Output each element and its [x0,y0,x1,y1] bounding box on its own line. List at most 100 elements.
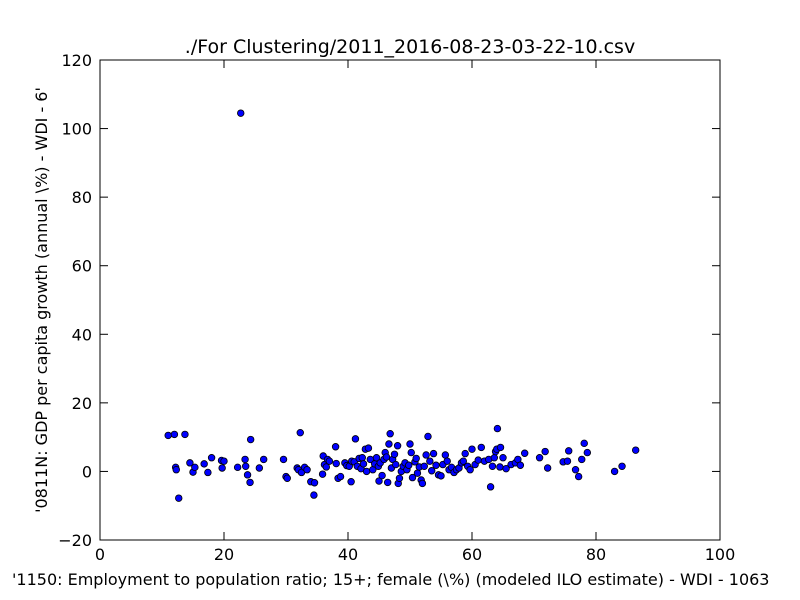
scatter-point [378,471,386,480]
scatter-point [172,466,180,474]
points-layer [164,109,640,502]
scatter-point [218,464,226,472]
scatter-point [493,424,502,433]
scatter-point [474,456,482,464]
y-tick-label: 20 [72,394,92,413]
scatter-point [466,466,474,474]
scatter-point [186,459,194,467]
scatter-point [175,494,183,502]
scatter-point [412,454,420,463]
chart-title: ./For Clustering/2011_2016-08-23-03-22-1… [185,36,635,58]
scatter-point [496,463,504,471]
scatter-point [310,491,318,499]
scatter-point [408,473,417,482]
scatter-point [362,467,371,476]
scatter-point [392,460,400,469]
scatter-point [200,460,208,468]
scatter-point [422,451,430,459]
scatter-point [407,448,415,457]
x-tick-label: 20 [214,545,234,564]
scatter-point [486,483,495,491]
x-tick-label: 100 [705,545,736,564]
scatter-point [488,462,497,470]
scatter-point [393,442,402,450]
scatter-point [437,472,445,480]
scatter-point [490,454,499,462]
scatter-point [563,457,572,465]
scatter-point [413,469,422,477]
scatter-point [241,455,249,464]
y-tick-label: 0 [82,462,92,481]
scatter-point [502,464,510,473]
scatter-point [364,444,373,452]
scatter-point [583,448,592,457]
scatter-point [375,477,383,485]
plot-frame [99,59,721,541]
scatter-point [496,443,505,452]
scatter-point [359,460,368,468]
scatter-point [516,461,525,469]
scatter-point [191,463,199,472]
scatter-point [631,446,640,454]
scatter-point [310,479,319,487]
y-tick-label: 80 [72,188,92,207]
scatter-point [303,466,311,474]
scatter-point [181,430,189,439]
scatter-point [499,454,507,462]
scatter-point [220,457,228,465]
scatter-point [386,430,394,438]
scatter-point [541,447,549,456]
scatter-point [322,463,330,471]
plot-area [100,60,720,540]
scatter-point [610,467,619,476]
scatter-point [331,443,340,451]
scatter-point [461,449,469,458]
scatter-point [164,431,172,440]
scatter-point [535,454,544,462]
scatter-point [318,470,327,478]
scatter-point [443,457,451,465]
scatter-point [382,453,391,461]
scatter-point [565,447,573,455]
scatter-point [255,464,264,472]
scatter-point [395,474,404,482]
scatter-point [383,478,392,487]
scatter-point [237,109,245,117]
y-tick-label: 120 [61,51,92,70]
x-tick-label: 0 [95,545,105,564]
scatter-point [418,479,427,488]
scatter-point [420,462,428,470]
scatter-point [441,451,450,459]
scatter-point [385,440,393,448]
scatter-point [424,432,432,441]
scatter-point [336,472,345,481]
y-tick-label: 60 [72,257,92,276]
scatter-point [574,472,583,481]
scatter-point [259,455,268,464]
x-tick-label: 80 [586,545,606,564]
scatter-point [580,439,588,448]
scatter-point [283,474,291,482]
scatter-point [459,457,468,465]
scatter-point [246,435,255,444]
scatter-point [358,454,366,462]
scatter-point [204,468,212,477]
x-tick-label: 60 [462,545,482,564]
y-tick-label: 40 [72,325,92,344]
scatter-point [325,457,334,465]
x-axis-label: '1150: Employment to population ratio; 1… [12,570,769,589]
scatter-point [347,478,355,486]
scatter-point [432,461,440,469]
scatter-point [279,455,288,464]
scatter-point [521,449,529,457]
scatter-point [351,435,360,443]
scatter-point [207,454,216,462]
scatter-point [578,455,586,464]
scatter-point [426,457,434,465]
y-axis-label: '0811N: GDP per capita growth (annual \%… [32,87,51,513]
scatter-point [296,428,304,437]
x-tick-label: 40 [338,545,358,564]
scatter-point [241,462,250,470]
